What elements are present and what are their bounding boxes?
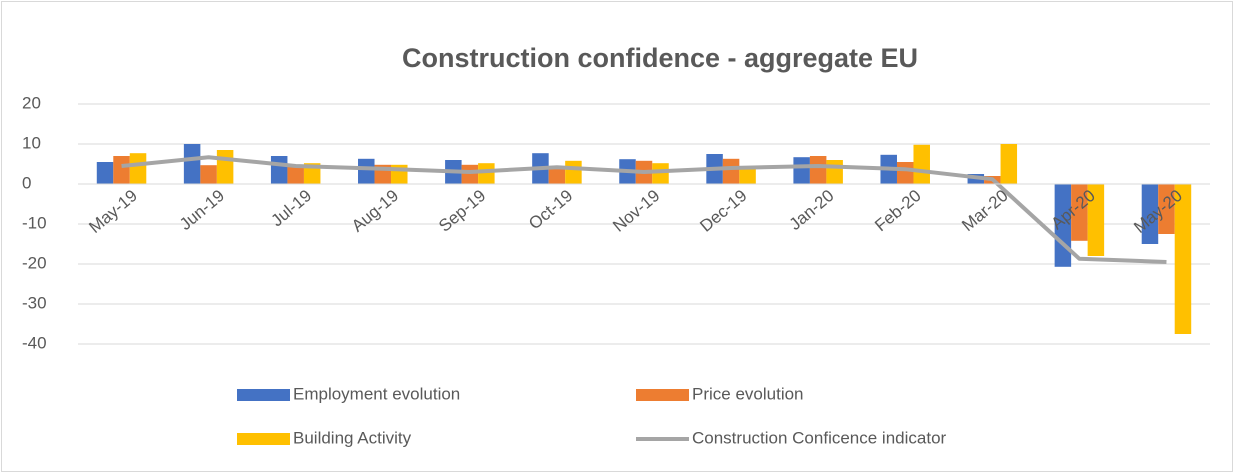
bar: [826, 160, 843, 184]
legend-swatch: [237, 389, 290, 401]
bar: [478, 163, 495, 184]
bar: [461, 164, 479, 184]
bar: [548, 166, 566, 184]
legend-label: Building Activity: [293, 428, 412, 447]
y-tick-label: 0: [22, 173, 31, 192]
bar: [896, 162, 914, 184]
legend-label: Price evolution: [692, 384, 804, 403]
bar: [200, 165, 217, 184]
bar: [1000, 144, 1018, 184]
bar: [183, 144, 201, 184]
bar: [1141, 184, 1159, 244]
y-tick-label: 10: [22, 133, 41, 152]
bar: [809, 156, 827, 184]
legend-swatch: [237, 433, 290, 445]
bar: [722, 158, 740, 184]
bar: [1071, 184, 1088, 241]
bar: [1087, 184, 1105, 256]
bar: [913, 144, 930, 184]
bar: [1158, 184, 1175, 234]
line: [121, 155, 1167, 264]
y-tick-label: -40: [22, 333, 47, 352]
bar: [652, 163, 669, 184]
y-tick-label: -10: [22, 213, 47, 232]
legend-label: Employment evolution: [293, 384, 460, 403]
y-tick-label: -20: [22, 253, 47, 272]
bar: [96, 162, 114, 184]
bar: [113, 156, 130, 184]
y-tick-label: 20: [22, 93, 41, 112]
bar: [216, 150, 234, 184]
legend-label: Construction Conficence indicator: [692, 428, 947, 447]
bar: [270, 156, 288, 184]
chart-title: Construction confidence - aggregate EU: [402, 43, 918, 73]
bar: [1174, 184, 1192, 334]
bar: [129, 153, 147, 184]
bar: [739, 168, 756, 184]
bar: [287, 166, 304, 184]
legend-swatch: [636, 389, 689, 401]
bar: [793, 157, 810, 184]
bar: [565, 160, 582, 184]
y-tick-label: -30: [22, 293, 47, 312]
bar: [358, 158, 375, 184]
